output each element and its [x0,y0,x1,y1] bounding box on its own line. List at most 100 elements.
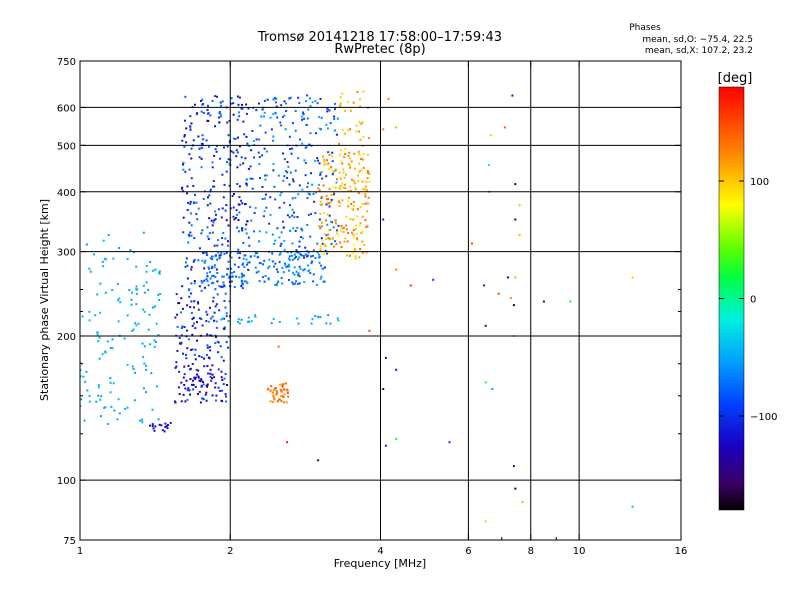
data-point [190,122,193,125]
data-point [206,272,209,275]
data-point [328,205,331,208]
data-point [188,221,191,224]
data-point [272,394,275,397]
data-point [368,329,371,332]
data-point [174,366,177,369]
data-point [182,231,185,234]
data-point [191,317,194,320]
data-point [298,240,301,243]
data-point [201,259,204,262]
data-point [237,318,240,321]
data-point [279,395,282,398]
data-point [315,132,317,135]
data-point [291,197,294,200]
data-point [218,390,221,392]
data-point [257,270,260,273]
data-point [272,318,275,320]
data-point [130,303,133,306]
data-point [201,229,204,232]
data-point [299,138,301,141]
data-point [323,160,326,163]
data-point [261,186,264,188]
data-point [351,178,353,181]
data-point [97,386,100,389]
data-point [220,104,222,107]
data-point [327,314,330,317]
data-point [135,293,138,295]
data-point [350,231,353,234]
data-point [245,135,248,138]
data-point [196,218,199,221]
data-point [349,218,352,221]
data-point [272,401,274,404]
data-point [356,237,359,240]
colorbar-label: [deg] [718,71,753,86]
data-point [247,316,250,319]
data-point [324,249,327,252]
data-point [206,275,209,278]
data-point [282,220,284,223]
data-point [293,253,296,256]
data-point [231,275,234,278]
data-point [360,169,363,172]
data-point [262,276,264,279]
data-point [330,166,333,169]
data-point [228,300,231,303]
data-point [202,252,205,254]
data-point [180,327,183,329]
data-point [301,188,304,191]
data-point [206,204,209,207]
colorbar-tick-label: 0 [750,295,756,306]
data-point [188,295,191,298]
data-point [281,116,284,118]
data-point [151,408,154,411]
data-point [280,242,283,245]
data-point [328,109,331,112]
data-point [265,150,268,153]
data-point [308,193,311,196]
data-point [187,387,190,390]
data-point [230,102,233,105]
data-point [297,273,300,276]
data-point [223,377,226,380]
data-point [254,314,256,317]
data-point [212,296,215,299]
data-point [244,157,247,160]
data-point [232,113,235,116]
data-point [254,252,257,255]
data-point [182,190,185,193]
data-point [318,127,321,130]
data-point [285,110,288,112]
data-point [503,126,506,129]
data-point [253,254,256,257]
data-point [318,189,321,192]
data-point [208,194,211,197]
data-point [205,252,208,254]
data-point [365,180,368,183]
data-point [346,100,349,103]
data-point [317,315,320,318]
data-point [190,224,193,227]
data-point [239,145,241,148]
data-point [276,400,279,403]
data-point [211,364,214,367]
data-point [331,160,334,163]
data-point [631,505,634,508]
data-point [312,280,315,283]
data-point [214,95,217,98]
data-point [292,283,295,286]
data-point [340,225,343,228]
data-point [361,188,364,191]
data-point [192,139,195,142]
data-point [148,313,151,316]
data-point [222,359,225,362]
data-point [357,150,360,153]
data-point [344,109,347,112]
data-point [274,111,277,114]
data-point [298,275,301,278]
data-point [319,247,322,250]
data-point [271,252,274,255]
data-point [358,162,361,165]
data-point [263,111,266,114]
data-point [316,157,319,159]
